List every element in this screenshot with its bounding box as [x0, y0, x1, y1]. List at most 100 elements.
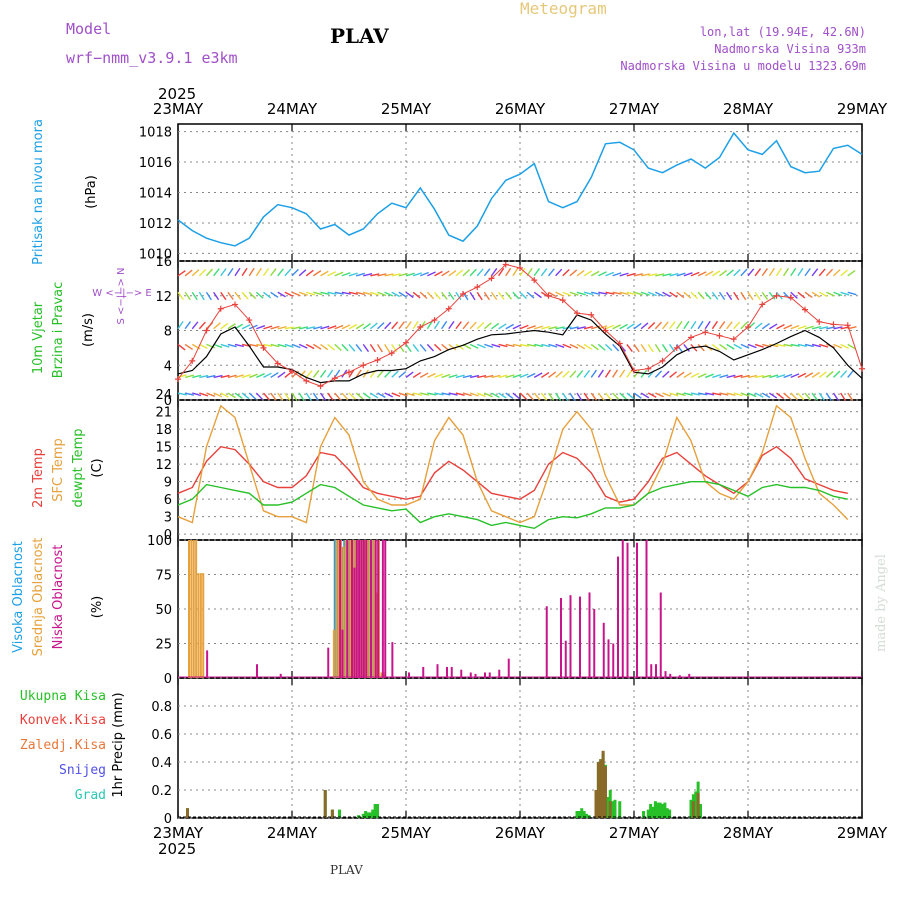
wind-barb — [833, 370, 841, 378]
wind-barb — [376, 344, 384, 353]
precip-total-bar — [580, 808, 584, 818]
wind-barb — [768, 392, 778, 399]
wind-barb — [640, 322, 649, 330]
wind-barb — [591, 291, 601, 295]
wind-barb — [220, 392, 230, 398]
wind-barb — [661, 321, 669, 330]
precip-legend-conv: Konvek.Kisa — [20, 713, 106, 728]
wind-barb — [661, 344, 669, 353]
precip-total-bar — [376, 804, 379, 818]
precip-total-bar — [649, 804, 653, 818]
wind-barb — [804, 268, 811, 277]
wind-barb — [498, 374, 508, 379]
wind-barb — [847, 291, 857, 296]
panel-frame-4 — [177, 677, 863, 819]
wind-barb — [605, 324, 615, 330]
wind-barb — [590, 392, 598, 401]
precip-legend-snow: Snijeg — [59, 763, 106, 778]
cloud-unit: (%) — [90, 596, 105, 619]
wind-barb — [583, 369, 591, 378]
wind-barb — [548, 343, 558, 348]
wind-barb — [740, 374, 750, 379]
precip-total-bar — [663, 802, 667, 818]
wind-barb — [348, 343, 356, 352]
wind-barb — [790, 291, 798, 299]
wind-gust-marker — [260, 344, 267, 351]
temp-unit: (C) — [90, 458, 105, 477]
wind-barb — [213, 322, 221, 330]
wind-barb — [234, 374, 244, 379]
wind-barb — [733, 269, 741, 277]
wind-barb — [548, 291, 557, 298]
precip-total-bar — [618, 801, 622, 818]
wind-barb — [604, 369, 611, 378]
wind-barb — [790, 324, 800, 330]
wind-barb — [491, 374, 501, 379]
y-tick-label: 9 — [164, 476, 172, 491]
wind-barb — [306, 326, 316, 330]
wind-gust-marker — [645, 365, 652, 372]
precip-total-bar — [338, 809, 341, 818]
cloud-ylabel-1: Visoka Oblacnost — [11, 541, 26, 653]
wind-barb — [191, 321, 199, 330]
wind-barb — [249, 343, 259, 347]
wind-barb — [655, 273, 665, 277]
wind-barb — [633, 343, 640, 353]
wind-gust-marker — [602, 327, 609, 334]
wind-barb — [184, 343, 193, 350]
wind-barb — [519, 267, 526, 277]
x-day-label-bottom: 29MAY — [837, 824, 888, 842]
wind-barb — [298, 326, 309, 330]
x-day-label-top: 27MAY — [609, 100, 660, 118]
wind-barb — [626, 369, 633, 378]
wind-barb — [377, 291, 387, 297]
wind-barb — [377, 392, 386, 399]
wind-barb — [198, 291, 205, 301]
wind-barb — [462, 321, 470, 330]
station-title: PLAV — [330, 24, 389, 48]
wind-barb — [434, 343, 442, 352]
wind-barb — [177, 392, 187, 396]
precip-conv-bar — [601, 750, 605, 818]
precip-conv-bar — [330, 809, 334, 818]
wind-barb — [769, 323, 778, 330]
wind-barb — [790, 392, 798, 400]
wind-barb — [597, 369, 604, 378]
wind-barb — [484, 374, 494, 379]
wind-barb — [248, 267, 255, 277]
wind-barb — [590, 270, 600, 277]
wind-barb — [697, 373, 707, 379]
wind-barb — [255, 392, 264, 401]
wind-barb — [633, 369, 640, 378]
wind-barb — [811, 343, 822, 348]
wind-barb — [284, 392, 291, 401]
wind-barb — [363, 273, 373, 277]
wind-barb — [498, 267, 505, 277]
wind-barb — [491, 322, 500, 330]
wind-barb — [633, 392, 642, 399]
wind-barb — [248, 392, 257, 400]
wind-barb — [768, 291, 776, 300]
pressure-line — [177, 131, 863, 247]
wind-barb — [819, 326, 829, 330]
wind-barb — [270, 372, 279, 379]
wind-barb — [655, 291, 664, 297]
wind-barb — [662, 370, 670, 378]
wind-barb — [612, 343, 620, 352]
credit-label: made by Angel — [874, 554, 889, 652]
wind-barb — [433, 320, 440, 330]
wind-barb — [305, 370, 313, 378]
wind-compass-ns: S <−|−> N — [116, 267, 127, 324]
wind-barb — [598, 271, 607, 277]
wind-gust-marker — [488, 275, 495, 282]
wind-barb — [612, 272, 622, 277]
wind-barb — [420, 392, 430, 396]
wind-barb — [683, 392, 693, 396]
y-tick-label: 100 — [147, 534, 172, 549]
wind-barb — [633, 273, 643, 277]
wind-barb — [619, 369, 626, 378]
wind-barb — [405, 392, 415, 397]
wind-barb — [298, 291, 308, 296]
wind-barb — [419, 343, 427, 352]
wind-gust-marker — [759, 301, 766, 308]
